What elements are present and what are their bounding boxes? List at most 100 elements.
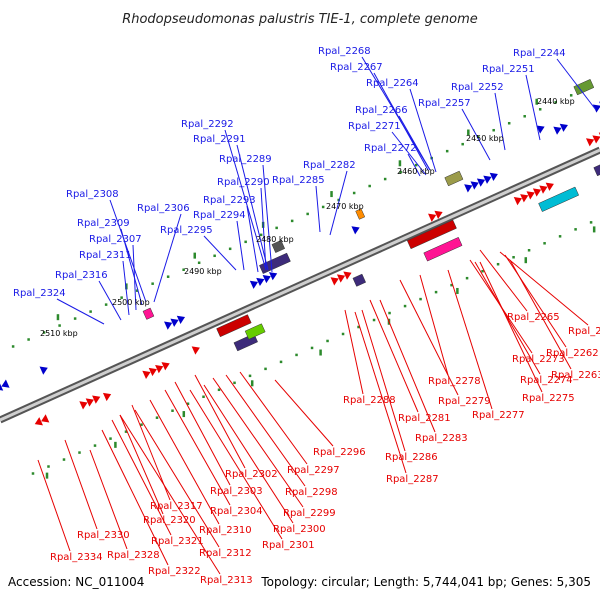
tick-dash bbox=[456, 287, 459, 294]
tick-label: 2480 kbp bbox=[256, 235, 294, 244]
tick-label: 2450 kbp bbox=[466, 134, 504, 143]
leader-line bbox=[134, 409, 220, 548]
leader-line bbox=[447, 269, 493, 410]
tick-dot bbox=[357, 325, 360, 329]
leader-line bbox=[315, 185, 321, 233]
leader-line bbox=[37, 459, 71, 552]
gene-arrow bbox=[489, 172, 498, 181]
tick-dot bbox=[527, 249, 531, 252]
gene-label: Rpal_2300 bbox=[273, 524, 326, 535]
gene-arrow bbox=[92, 395, 101, 404]
gene-features bbox=[0, 78, 600, 426]
leader-line bbox=[407, 153, 421, 177]
gene-arrow bbox=[34, 417, 43, 426]
leader-line bbox=[274, 379, 334, 447]
tick-dot bbox=[352, 191, 356, 195]
tick-dot bbox=[186, 402, 190, 405]
gene-arrow bbox=[249, 280, 259, 289]
gene-label: Rpal_2275 bbox=[522, 393, 575, 404]
gene-arrow bbox=[85, 398, 94, 407]
leader-line bbox=[509, 259, 572, 370]
gene-arrow bbox=[142, 370, 151, 379]
tick-dot bbox=[89, 310, 92, 313]
gene-label: Rpal_2309 bbox=[77, 218, 130, 229]
gene-arrow bbox=[553, 126, 562, 135]
gene-label: Rpal_2317 bbox=[150, 501, 203, 512]
tick-dot bbox=[248, 374, 252, 378]
gene-arrow bbox=[532, 188, 542, 197]
gene-label: Rpal_2252 bbox=[451, 82, 504, 93]
tick-dot bbox=[326, 339, 329, 343]
gene-arrow bbox=[155, 365, 164, 374]
tick-dot bbox=[383, 177, 387, 181]
gene-arrow bbox=[102, 392, 112, 402]
gene-arrow bbox=[336, 274, 346, 283]
gene-label: Rpal_2261 bbox=[568, 326, 600, 337]
gene-arrow bbox=[191, 346, 200, 355]
gene-label: Rpal_2287 bbox=[386, 474, 439, 485]
tick-dash bbox=[114, 441, 117, 448]
leader-line bbox=[344, 309, 364, 395]
tick-dot bbox=[388, 311, 391, 315]
accession-text: Accession: NC_011004 bbox=[8, 575, 144, 589]
gene-label: Rpal_2277 bbox=[472, 410, 525, 421]
tick-dot bbox=[341, 332, 345, 336]
gene-label: Rpal_2290 bbox=[217, 177, 270, 188]
gene-arrow bbox=[526, 191, 535, 200]
leader-line bbox=[64, 439, 98, 530]
gene-label: Rpal_2266 bbox=[355, 105, 408, 116]
tick-dot bbox=[574, 228, 577, 231]
gene-label: Rpal_2299 bbox=[283, 508, 336, 519]
tick-dot bbox=[368, 184, 371, 188]
gene-label: Rpal_2303 bbox=[210, 486, 263, 497]
gene-block bbox=[444, 170, 464, 187]
tick-dot bbox=[434, 290, 438, 294]
tick-dash bbox=[330, 191, 333, 198]
tick-dot bbox=[569, 94, 573, 97]
gene-label: Rpal_2268 bbox=[318, 46, 371, 57]
tick-dot bbox=[507, 121, 511, 125]
gene-label: Rpal_2278 bbox=[428, 376, 481, 387]
tick-label: 2510 kbp bbox=[40, 329, 78, 338]
tick-label: 2440 kbp bbox=[537, 97, 575, 106]
gene-label: Rpal_2292 bbox=[181, 119, 234, 130]
tick-label: 2470 kbp bbox=[326, 202, 364, 211]
leader-line bbox=[461, 108, 491, 161]
gene-label: Rpal_2294 bbox=[193, 210, 246, 221]
gene-label: Rpal_2316 bbox=[55, 270, 108, 281]
leader-line bbox=[101, 429, 169, 566]
gene-label: Rpal_2286 bbox=[385, 452, 438, 463]
tick-dot bbox=[372, 318, 376, 322]
tick-dash bbox=[319, 349, 322, 356]
tick-dash bbox=[193, 252, 196, 259]
tick-dot bbox=[151, 282, 154, 285]
gene-label: Rpal_2262 bbox=[546, 348, 599, 359]
gene-label: Rpal_2285 bbox=[272, 175, 325, 186]
gene-block bbox=[573, 78, 595, 96]
tick-dot bbox=[465, 276, 469, 280]
gene-label: Rpal_2279 bbox=[438, 396, 491, 407]
tick-dot bbox=[512, 255, 515, 259]
tick-label: 2490 kbp bbox=[184, 267, 222, 276]
leader-line bbox=[329, 170, 348, 236]
leader-line bbox=[369, 299, 419, 413]
leader-line bbox=[149, 399, 220, 525]
leader-line bbox=[354, 311, 407, 474]
gene-label: Rpal_2308 bbox=[66, 189, 119, 200]
tick-dot bbox=[135, 289, 139, 292]
leader-line bbox=[120, 228, 143, 306]
gene-arrow bbox=[262, 274, 271, 284]
leader-line bbox=[212, 377, 304, 508]
leader-line bbox=[224, 129, 267, 271]
tick-dot bbox=[306, 212, 309, 216]
tick-dot bbox=[445, 149, 449, 153]
tick-dot bbox=[109, 437, 112, 440]
gene-arrow bbox=[164, 321, 173, 330]
leader-line bbox=[419, 274, 449, 376]
gene-label: Rpal_2297 bbox=[287, 465, 340, 476]
gene-label: Rpal_2330 bbox=[77, 530, 130, 541]
tick-labels: 2440 kbp 2450 kbp 2460 kbp 2470 kbp 2480 kbp… bbox=[40, 97, 575, 338]
tick-dot bbox=[73, 317, 77, 320]
tick-dot bbox=[47, 465, 50, 468]
